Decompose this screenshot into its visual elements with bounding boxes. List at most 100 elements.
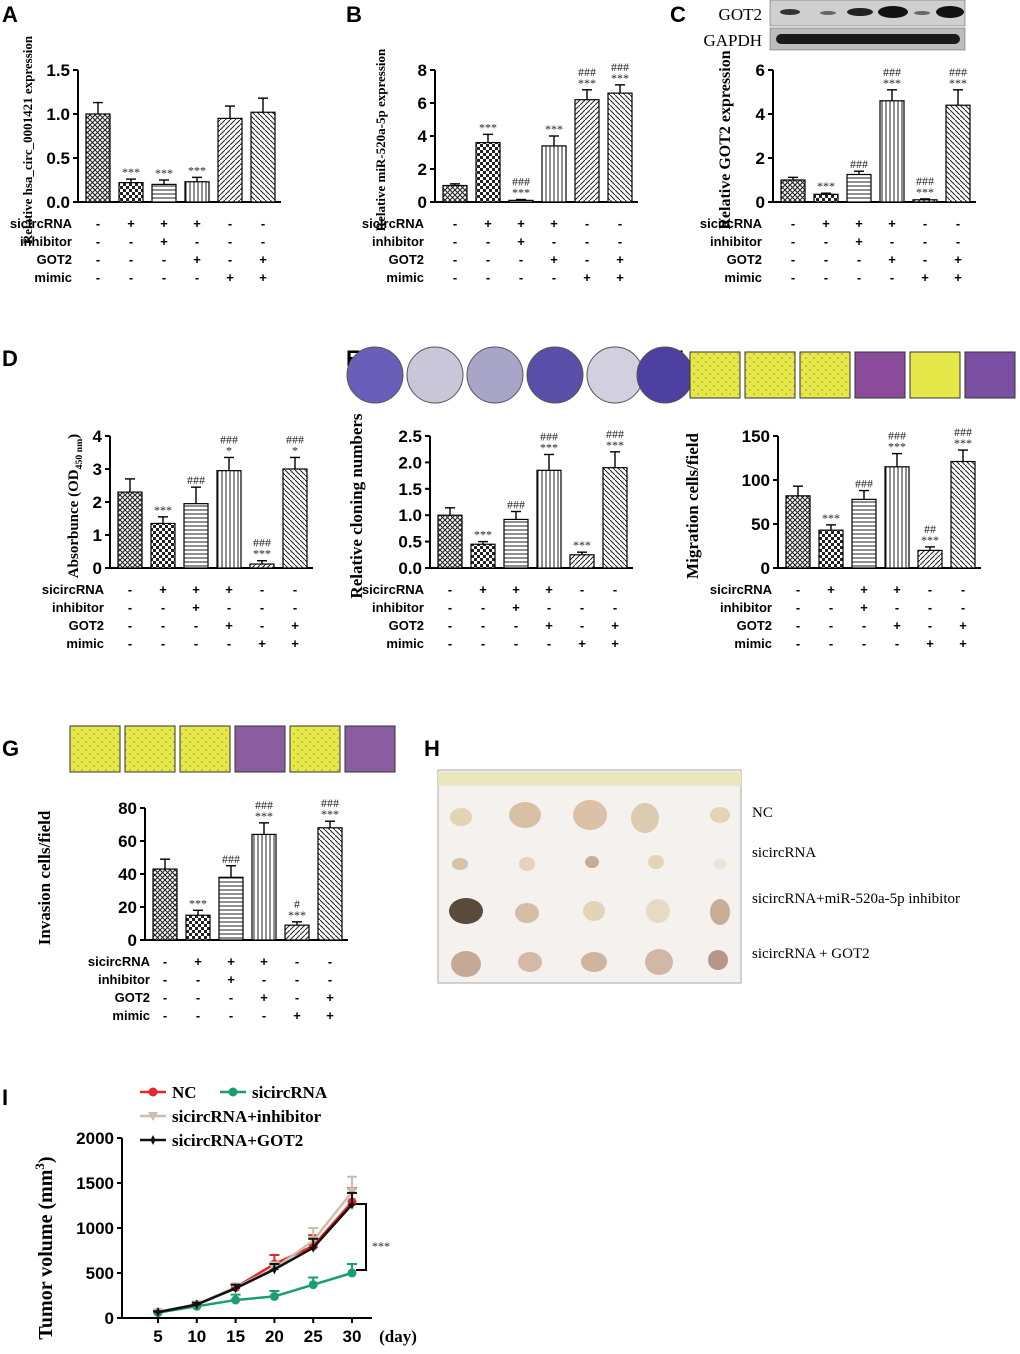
tumor-row-got2 <box>451 949 728 977</box>
bar <box>250 111 276 203</box>
group-sign: - <box>585 216 589 231</box>
significance-label: ### <box>850 157 868 171</box>
group-sign: - <box>862 636 866 651</box>
group-sign: - <box>862 618 866 633</box>
group-row-label: inhibitor <box>720 600 772 615</box>
group-sign: - <box>128 582 132 597</box>
group-row-label: GOT2 <box>727 252 762 267</box>
group-sign: + <box>258 636 266 651</box>
group-sign: + <box>578 636 586 651</box>
significance-label: * <box>226 443 232 457</box>
group-sign: + <box>291 618 299 633</box>
invasion-images <box>69 725 396 773</box>
group-sign: - <box>295 954 299 969</box>
group-sign: - <box>162 270 166 285</box>
group-sign: + <box>893 618 901 633</box>
y-axis-title-end: ) <box>66 434 82 439</box>
legend: NC sicircRNA sicircRNA+inhibitor sicircRNA+… <box>140 1083 328 1150</box>
group-row-label: sicircRNA <box>42 582 105 597</box>
y-tick-label: 1.5 <box>46 61 70 80</box>
significance-label: ### <box>222 852 240 866</box>
significance-label: ### <box>253 536 271 550</box>
y-tick-label: 0 <box>418 193 427 212</box>
y-tick-label: 500 <box>86 1264 114 1283</box>
bar <box>912 199 938 203</box>
significance-label: ### <box>949 65 967 79</box>
group-sign: - <box>163 990 167 1005</box>
group-sign: - <box>129 252 133 267</box>
y-tick-label: 4 <box>756 105 766 124</box>
group-sign: + <box>517 234 525 249</box>
significance-label: * <box>292 443 298 457</box>
group-sign: + <box>954 270 962 285</box>
group-sign: - <box>260 600 264 615</box>
group-sign: - <box>448 600 452 615</box>
y-tick-label: 2000 <box>76 1129 114 1148</box>
y-axis-title: Invasion cells/field <box>35 810 54 945</box>
group-sign: + <box>259 270 267 285</box>
legend-swatch-marker <box>148 1135 158 1145</box>
data-point <box>231 1295 241 1305</box>
y-tick-label: 2 <box>418 160 427 179</box>
bar <box>536 469 562 569</box>
group-row-label: mimic <box>34 270 72 285</box>
bar <box>780 179 806 203</box>
group-sign: + <box>855 234 863 249</box>
series-line <box>157 1191 353 1314</box>
y-tick-label: 1.0 <box>46 105 70 124</box>
group-sign: - <box>829 618 833 633</box>
got2-bands <box>780 6 964 18</box>
y-tick-label: 6 <box>418 94 427 113</box>
group-sign: - <box>796 600 800 615</box>
group-row-label: inhibitor <box>372 234 424 249</box>
group-sign: - <box>262 1008 266 1023</box>
y-axis-title: Relative miR-520a-5p expression <box>373 48 388 231</box>
bar <box>442 184 468 203</box>
bar <box>574 99 600 203</box>
x-axis-title: (day) <box>379 1327 417 1346</box>
group-sign: - <box>448 582 452 597</box>
group-sign: + <box>888 252 896 267</box>
group-sign: + <box>293 1008 301 1023</box>
significance-label: *** <box>155 166 173 180</box>
significance-label: ### <box>954 425 972 439</box>
group-sign: - <box>453 252 457 267</box>
group-row-label: mimic <box>724 270 762 285</box>
data-point <box>347 1199 357 1210</box>
bar <box>945 104 971 203</box>
group-sign: + <box>822 216 830 231</box>
group-sign: + <box>860 582 868 597</box>
y-axis-title-text: Relative miR-520a-5p expression <box>373 48 388 231</box>
significance-label: *** <box>512 186 530 200</box>
y-axis-title-text: Migration cells/field <box>683 433 702 579</box>
group-sign: + <box>827 582 835 597</box>
bar <box>846 173 872 203</box>
data-point <box>308 1280 318 1290</box>
group-sign: - <box>295 990 299 1005</box>
y-tick-label: 4 <box>93 427 103 446</box>
panel-label-c: C <box>670 2 686 27</box>
bar <box>602 467 628 569</box>
group-sign: + <box>517 216 525 231</box>
x-tick-label: 30 <box>343 1327 362 1346</box>
series-line <box>157 1271 353 1314</box>
series-line <box>157 1203 353 1314</box>
group-sign: - <box>481 636 485 651</box>
group-sign: - <box>796 636 800 651</box>
blot-label-got2: GOT2 <box>719 5 762 24</box>
group-sign: - <box>96 216 100 231</box>
significance-label: *** <box>188 163 206 177</box>
group-sign: - <box>585 252 589 267</box>
group-sign: - <box>486 234 490 249</box>
group-sign: + <box>160 234 168 249</box>
y-tick-label: 1 <box>93 526 102 545</box>
bar <box>917 549 943 569</box>
significance-label: # <box>294 897 300 911</box>
group-row-label: sicircRNA <box>362 582 425 597</box>
group-row-label: sicircRNA <box>88 954 151 969</box>
group-sign: - <box>96 252 100 267</box>
tumor-label-got2: sicircRNA + GOT2 <box>752 946 870 962</box>
y-tick-label: 0 <box>105 1309 114 1328</box>
bar <box>216 470 242 569</box>
